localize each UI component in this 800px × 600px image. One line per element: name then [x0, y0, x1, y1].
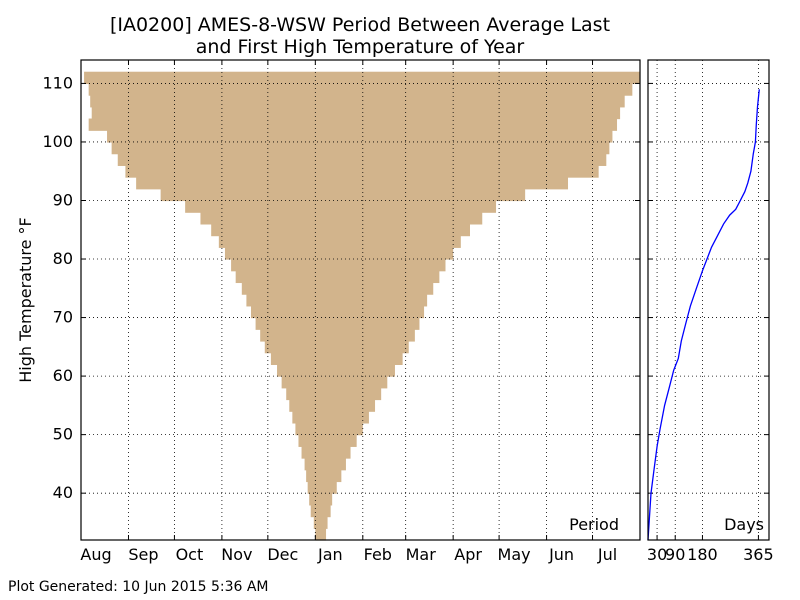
days-x-tick-label: 30: [647, 545, 667, 564]
y-tick-label: 40: [53, 483, 73, 502]
period-bar: [218, 235, 461, 248]
period-bar: [224, 247, 454, 260]
period-bar: [289, 399, 376, 412]
period-bar: [255, 317, 420, 330]
month-tick-label: May: [498, 545, 531, 564]
chart-title-line-2: and First High Temperature of Year: [196, 36, 525, 58]
month-tick-label: Jan: [317, 545, 343, 564]
period-bar: [264, 340, 409, 354]
period-bar: [307, 481, 337, 494]
period-bar: [211, 223, 470, 237]
chart-title: [IA0200] AMES-8-WSW Period Between Avera…: [110, 14, 610, 58]
y-tick-label: 110: [42, 73, 73, 92]
period-bar: [88, 118, 618, 131]
days-x-tick-label: 365: [743, 545, 774, 564]
y-tick-label: 70: [53, 308, 73, 327]
period-bar: [117, 153, 607, 166]
period-panel: Period: [80, 59, 641, 541]
period-bar: [235, 270, 440, 284]
days-panel: Days: [647, 59, 770, 541]
y-tick-label: 60: [53, 366, 73, 385]
month-tick-label: Mar: [406, 545, 437, 564]
days-panel-label: Days: [724, 515, 764, 534]
days-grid: [648, 60, 769, 540]
period-panel-frame: [80, 59, 641, 541]
period-bar: [185, 200, 497, 213]
period-bar: [309, 493, 333, 506]
period-bars: [84, 71, 640, 541]
period-bar: [270, 352, 403, 365]
month-tick-label: Oct: [176, 545, 204, 564]
period-bar: [315, 528, 327, 541]
period-panel-label: Period: [569, 515, 619, 534]
period-bar: [91, 106, 621, 120]
month-tick-label: Jul: [597, 545, 617, 564]
period-bar: [251, 305, 425, 319]
period-bar: [88, 83, 633, 96]
month-tick-label: Jun: [548, 545, 574, 564]
y-tick-label: 90: [53, 190, 73, 209]
period-bar: [125, 165, 599, 178]
month-tick-label: Aug: [80, 545, 111, 564]
period-bar: [84, 71, 640, 85]
month-tick-label: Sep: [128, 545, 158, 564]
period-bar: [310, 504, 331, 518]
period-bar: [136, 177, 569, 190]
days-x-tick-label: 180: [687, 545, 718, 564]
month-tick-label: Feb: [364, 545, 392, 564]
period-bar: [246, 294, 428, 307]
chart-title-line-1: [IA0200] AMES-8-WSW Period Between Avera…: [110, 14, 610, 36]
period-bar: [277, 364, 395, 377]
y-tick-label: 80: [53, 249, 73, 268]
period-bar: [286, 387, 382, 401]
period-bar: [281, 376, 388, 389]
period-bar: [295, 422, 363, 436]
period-bar: [313, 516, 328, 529]
period-bar: [107, 130, 613, 143]
y-tick-label: 100: [42, 132, 73, 151]
days-x-tick-label: 90: [665, 545, 685, 564]
period-bar: [111, 141, 610, 155]
month-tick-label: Apr: [454, 545, 482, 564]
month-tick-label: Dec: [267, 545, 298, 564]
y-tick-label: 50: [53, 425, 73, 444]
period-bar: [160, 188, 526, 202]
period-bar: [304, 458, 346, 471]
period-bar: [298, 434, 357, 447]
period-bar: [306, 469, 342, 483]
period-bar: [231, 259, 446, 272]
period-bar: [301, 446, 351, 459]
period-bar: [241, 282, 434, 295]
days-panel-frame: [647, 59, 770, 541]
period-bar: [292, 411, 369, 424]
month-tick-label: Nov: [221, 545, 252, 564]
period-bar: [260, 329, 415, 342]
period-bar: [200, 212, 483, 225]
period-bar: [90, 95, 625, 108]
y-axis-label: High Temperature °F: [16, 217, 35, 383]
plot-generated-text: Plot Generated: 10 Jun 2015 5:36 AM: [8, 579, 269, 595]
days-series-line: [647, 89, 760, 541]
